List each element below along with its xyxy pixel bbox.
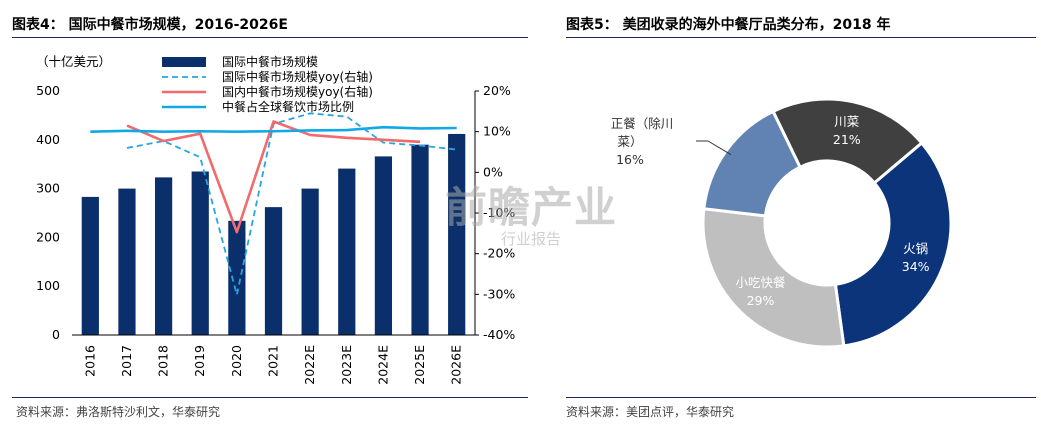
slice-pct-label: 29%: [747, 293, 775, 308]
series-line-国内中餐市场规模yoy(右轴): [126, 120, 421, 234]
y-tick-label: 0: [52, 327, 60, 342]
slice-label: 川菜: [834, 114, 860, 129]
series-line-国际中餐市场规模yoy(右轴): [126, 112, 457, 296]
y-tick-label: 400: [36, 132, 60, 147]
left-source-note: 资料来源：弗洛斯特沙利文，华泰研究: [16, 405, 221, 419]
right-figure-title: 图表5： 美团收录的海外中餐厅品类分布，2018 年: [566, 17, 891, 33]
left-figure-panel: 图表4： 国际中餐市场规模，2016-2026E （十亿美元） 0 100 200 30…: [12, 17, 528, 419]
slice-label: 火锅: [903, 241, 928, 256]
x-tick-label: 2024E: [375, 345, 390, 385]
series-line-中餐占全球餐饮市场比例: [90, 125, 457, 133]
bar-2022E: [301, 188, 319, 335]
slice-pct-label: 16%: [616, 152, 644, 167]
x-tick-label: 2019: [192, 345, 207, 377]
bar-2026E: [448, 133, 466, 335]
left-figure-title: 图表4： 国际中餐市场规模，2016-2026E: [12, 17, 288, 33]
x-tick-label: 2025E: [412, 345, 427, 385]
donut-slice-正餐（除川菜）: [702, 109, 803, 218]
legend-swatch-bar: [162, 57, 206, 67]
bar-2017: [118, 188, 136, 335]
bar-2016: [81, 196, 99, 335]
x-tick-label: 2016: [82, 345, 97, 377]
x-tick-label: 2021: [266, 345, 281, 377]
bar-2024E: [374, 156, 393, 335]
y2-tick-label: -20%: [483, 246, 515, 261]
y-tick-label: 500: [36, 83, 60, 98]
y-axis-unit-label: （十亿美元）: [36, 54, 111, 69]
left-title-rule: [12, 37, 528, 38]
donut-slice-川菜: [771, 97, 924, 186]
y-tick-label: 200: [36, 229, 60, 244]
bar-2021: [264, 207, 283, 335]
y2-tick-label: 0%: [483, 164, 503, 179]
slice-pct-label: 21%: [833, 132, 861, 147]
bar-2023E: [338, 168, 356, 335]
legend-label: 国际中餐市场规模yoy(右轴): [222, 69, 373, 84]
x-tick-label: 2017: [119, 345, 134, 377]
y2-tick-label: 10%: [483, 124, 511, 139]
x-tick-label: 2018: [156, 345, 171, 377]
bar-2025E: [411, 144, 429, 335]
bar-2020: [228, 220, 246, 335]
legend-label: 中餐占全球餐饮市场比例: [222, 99, 354, 114]
right-source-rule: [566, 397, 1036, 398]
donut-slice-小吃快餐: [701, 207, 846, 349]
slice-label: 正餐（除川: [611, 116, 674, 131]
donut-slice-火锅: [833, 140, 953, 348]
y2-tick-label: -40%: [483, 327, 515, 342]
right-source-note: 资料来源：美团点评，华泰研究: [566, 405, 735, 419]
bar-2019: [191, 171, 209, 335]
slice-leader-line: [707, 140, 732, 156]
legend-label: 国际中餐市场规模: [222, 54, 318, 69]
slice-label: 小吃快餐: [736, 275, 787, 290]
x-tick-label: 2023E: [339, 345, 354, 385]
y2-tick-label: -30%: [483, 286, 515, 301]
market-size-chart: （十亿美元） 0 100 200 300 400 500 -40% -30% -20% -10% 0%…: [36, 54, 515, 385]
left-source-rule: [12, 397, 528, 398]
bar-2018: [154, 177, 173, 335]
x-tick-label: 2022E: [302, 345, 317, 385]
legend-label: 国内中餐市场规模yoy(右轴): [222, 84, 373, 99]
right-figure-panel: 图表5： 美团收录的海外中餐厅品类分布，2018 年 川菜 21% 火锅 34% 小吃快…: [556, 0, 1041, 439]
slice-pct-label: 34%: [902, 259, 930, 274]
right-title-rule: [566, 37, 1036, 38]
y-tick-label: 300: [36, 181, 60, 196]
y2-tick-label: 20%: [483, 83, 511, 98]
x-tick-label: 2026E: [449, 345, 464, 385]
slice-label: 菜）: [617, 134, 642, 149]
x-tick-label: 2020: [229, 345, 244, 377]
category-donut-chart: 川菜 21% 火锅 34% 小吃快餐 29% 正餐（除川菜） 16%: [611, 97, 953, 349]
y-tick-label: 100: [36, 278, 60, 293]
y2-tick-label: -10%: [483, 205, 515, 220]
